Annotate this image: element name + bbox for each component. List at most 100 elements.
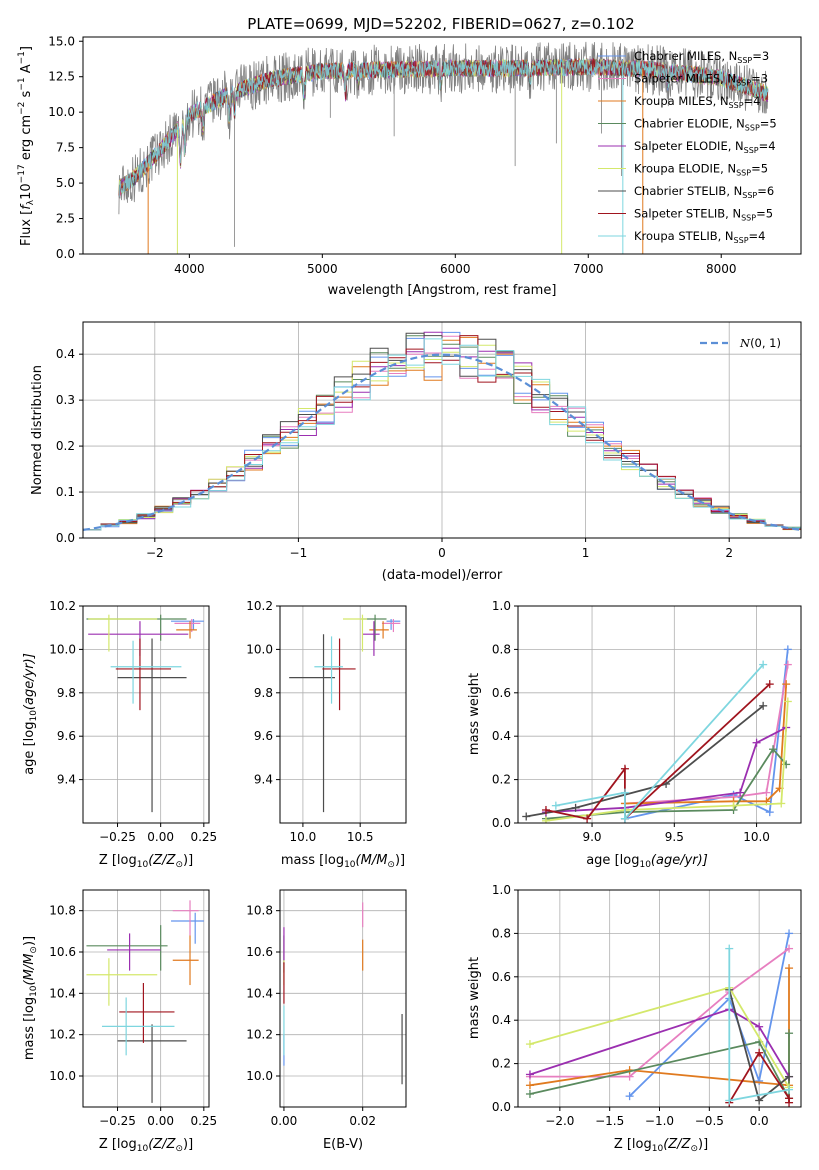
p8-series-4 — [529, 1033, 790, 1099]
spectrum-ytick-label: 10.0 — [48, 105, 75, 119]
p7-xtick-label: 0.00 — [271, 1114, 298, 1128]
spectrum-xtick-label: 7000 — [573, 262, 604, 276]
p6-ytick-label: 10.8 — [49, 904, 76, 918]
p4-xtick-label: 10.5 — [347, 830, 374, 844]
spectrum-panel: PLATE=0699, MJD=52202, FIBERID=0627, z=0… — [17, 15, 802, 298]
p8-ytick-label: 0.4 — [492, 1013, 511, 1027]
p7-ytick-label: 10.2 — [246, 1028, 273, 1042]
p6-ytick-label: 10.2 — [49, 1028, 76, 1042]
histogram-xtick-label: 2 — [725, 546, 733, 560]
p5-series-7 — [526, 705, 764, 818]
p8-xtick-label: −1.0 — [645, 1114, 674, 1128]
legend-entry-text: Kroupa MILES, N — [634, 94, 729, 108]
legend-entry-text: Chabrier STELIB, N — [634, 184, 742, 198]
legend-entry-sub: SSP — [737, 56, 752, 65]
spectrum-lines — [118, 41, 769, 254]
p8-series-2 — [530, 947, 790, 1078]
p4-xlabel: mass [log10(M/M⊙)] — [281, 853, 405, 870]
p3-frame — [82, 605, 210, 824]
p5-ylabel: mass weight — [467, 673, 482, 755]
p4-ytick-label: 10.0 — [246, 642, 273, 656]
legend-entry-8: Salpeter STELIB, NSSP=5 — [634, 207, 773, 223]
legend-entry-text: Kroupa STELIB, N — [634, 229, 734, 243]
p5-xlabel: age [log10(age/yr)] — [586, 853, 708, 870]
p6-ylabel: mass [log10(M/M⊙)] — [22, 936, 39, 1060]
spectrum-xtick-label: 8000 — [706, 262, 737, 276]
histogram-xtick-label: 0 — [438, 546, 446, 560]
legend-entry-sub: SSP — [729, 101, 744, 110]
spectrum-clipped — [118, 41, 769, 254]
spectrum-ticks: 4000 5000 6000 7000 8000 0.0 2.5 5.0 7.5 10.0 12.5… — [48, 34, 736, 276]
spectrum-ytick-label: 7.5 — [56, 141, 75, 155]
legend-entry-sub: SSP — [741, 214, 756, 223]
p5-ytick-label: 0.2 — [492, 773, 511, 787]
spectrum-ytick-label: 12.5 — [48, 70, 75, 84]
p4-ytick-label: 9.8 — [254, 686, 273, 700]
legend-entry-text: Kroupa ELODIE, N — [634, 162, 736, 176]
histogram-ylabel: Normed distribution — [30, 365, 45, 495]
p6-marks — [86, 900, 204, 1103]
p3-xtick-label: 0.25 — [190, 830, 217, 844]
p3-ytick-label: 9.6 — [57, 729, 76, 743]
p5-ytick-label: 0.8 — [492, 642, 511, 656]
p8-ytick-label: 0.0 — [492, 1100, 511, 1114]
p8-xtick-label: −1.5 — [595, 1114, 624, 1128]
p8-ytick-label: 0.8 — [492, 926, 511, 940]
p7-ytick-label: 10.6 — [246, 945, 273, 959]
spectrum-xtick-label: 4000 — [174, 262, 205, 276]
p8-ylabel: mass weight — [467, 957, 482, 1039]
p3-xtick-label: −0.25 — [99, 830, 136, 844]
p4-ytick-label: 10.2 — [246, 599, 273, 613]
spectrum-xtick-label: 6000 — [440, 262, 471, 276]
mass-vs-metallicity-panel: −0.25 0.00 0.25 10.0 10.2 10.4 10.6 10.8 — [49, 889, 217, 1128]
p6-xtick-label: 0.00 — [147, 1114, 174, 1128]
p7-ytick-label: 10.8 — [246, 904, 273, 918]
histogram-steps-9 — [83, 338, 801, 538]
residual-histogram-panel: −2 −1 0 1 2 0.0 0.1 0.2 0.3 0.4 (data-model)/erro… — [30, 321, 802, 583]
p5-ytick-label: 0.6 — [492, 686, 511, 700]
legend-entry-text: Salpeter MILES, N — [634, 72, 736, 86]
age-vs-metallicity-panel: −0.25 0.00 0.25 9.4 9.6 9.8 10.0 10.2 — [49, 599, 217, 844]
p6-ytick-label: 10.4 — [49, 986, 76, 1000]
legend-entry-sub: SSP — [742, 191, 757, 200]
p7-ytick-label: 10.0 — [246, 1069, 273, 1083]
histogram-ytick-label: 0.1 — [56, 485, 75, 499]
p6-ytick-label: 10.6 — [49, 945, 76, 959]
legend-entry-text: Salpeter STELIB, N — [634, 207, 741, 221]
p8-xtick-label: −2.0 — [545, 1114, 574, 1128]
spectrum-title: PLATE=0699, MJD=52202, FIBERID=0627, z=0… — [247, 15, 634, 33]
p5-marks — [522, 645, 792, 823]
p8-series-1 — [628, 933, 790, 1097]
p5-series-8 — [545, 683, 771, 821]
p8-series-3 — [529, 968, 790, 1087]
spectrum-xtick-label: 5000 — [307, 262, 338, 276]
legend-entry-sub: SSP — [734, 236, 749, 245]
p4-xtick-label: 10.0 — [290, 830, 317, 844]
massweight-vs-age-panel: 9.0 9.5 10.0 0.0 0.2 0.4 0.6 0.8 1.0 — [492, 599, 802, 844]
histogram-clipped — [83, 331, 801, 538]
spectrum-ylabel: Flux [fλ10−17 erg cm−2 s−1 A−1] — [17, 46, 36, 246]
legend-entry-3: Kroupa MILES, NSSP=4 — [634, 94, 760, 110]
histogram-steps — [83, 331, 801, 538]
p3-xtick-label: 0.00 — [147, 830, 174, 844]
p8-series-5 — [529, 1008, 790, 1078]
legend-entry-suffix: =3 — [752, 49, 769, 63]
p8-ytick-label: 0.6 — [492, 970, 511, 984]
spectrum-xlabel: wavelength [Angstrom, rest frame] — [328, 283, 557, 298]
p5-series-2 — [624, 664, 789, 805]
spectrum-frame — [82, 36, 802, 255]
legend-entry-sub: SSP — [736, 79, 751, 88]
legend-entry-sub: SSP — [736, 169, 751, 178]
p6-xlabel: Z [log10(Z/Z⊙)] — [99, 1137, 193, 1154]
legend-entry-suffix: =5 — [751, 162, 768, 176]
p5-series-9 — [555, 663, 764, 822]
histogram-xtick-label: −2 — [146, 546, 164, 560]
p5-ytick-label: 1.0 — [492, 599, 511, 613]
legend-entry-4: Chabrier ELODIE, NSSP=5 — [634, 117, 777, 133]
p6-ytick-label: 10.0 — [49, 1069, 76, 1083]
spectrum-model-line-9 — [118, 58, 769, 198]
p5-series-5 — [545, 726, 787, 813]
p3-xlabel: Z [log10(Z/Z⊙)] — [99, 853, 193, 870]
